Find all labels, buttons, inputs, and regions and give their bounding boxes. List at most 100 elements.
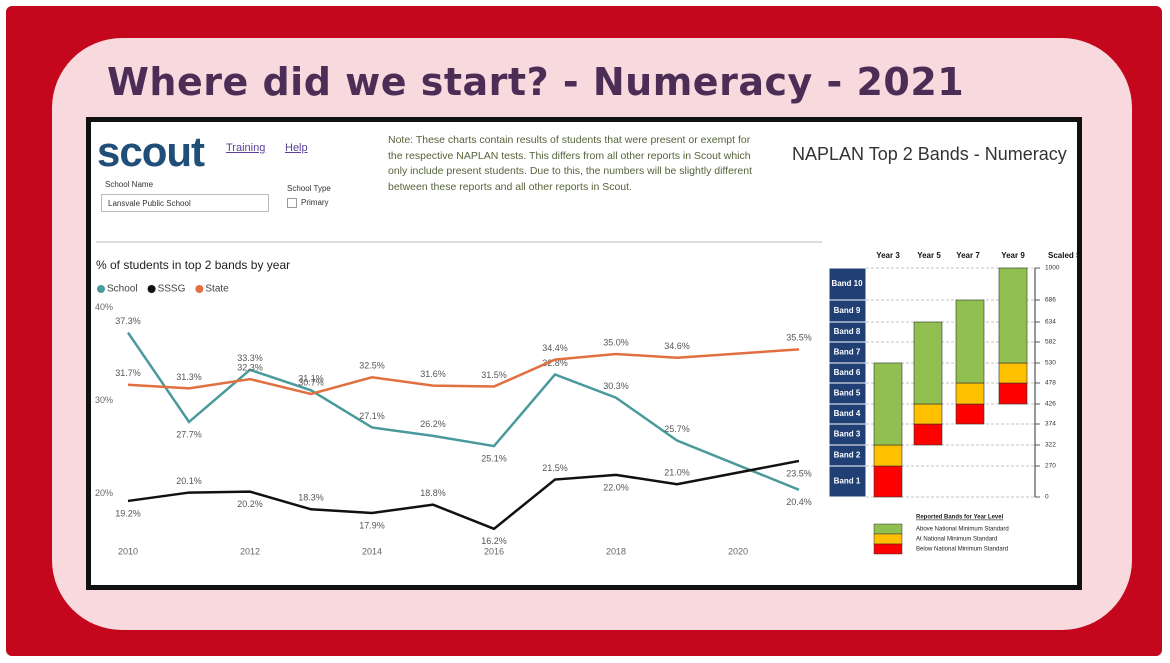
scale-label: 582	[1045, 339, 1056, 346]
data-label: 34.4%	[542, 343, 568, 353]
data-label: 25.7%	[664, 424, 690, 434]
band-above	[913, 321, 943, 405]
column-header: Year 3	[876, 251, 900, 260]
legend-label: State	[205, 284, 229, 295]
checkbox-label: Primary	[301, 198, 329, 207]
y-tick-label: 20%	[95, 488, 113, 498]
scale-label: 322	[1045, 442, 1056, 449]
data-label: 32.3%	[237, 362, 263, 372]
column-header: Year 5	[917, 251, 941, 260]
scale-label: 270	[1045, 463, 1056, 470]
band-below	[873, 465, 903, 498]
legend-marker	[147, 285, 156, 293]
series-line	[126, 331, 800, 491]
note: Note: These charts contain results of st…	[388, 134, 753, 193]
column-header: Scaled S	[1048, 251, 1082, 260]
data-label: 37.3%	[115, 316, 141, 326]
band-label: Band 8	[834, 327, 861, 336]
y-tick-label: 40%	[95, 302, 113, 312]
data-label: 20.1%	[176, 476, 202, 486]
data-label: 31.1%	[298, 374, 324, 384]
scale-label: 426	[1045, 401, 1056, 408]
band-above	[955, 299, 985, 384]
legend-label: At National Minimum Standard	[916, 537, 997, 543]
band-label: Band 6	[834, 368, 861, 377]
band-label: Band 1	[834, 477, 861, 486]
band-label: Band 2	[834, 451, 861, 460]
data-label: 32.8%	[542, 358, 568, 368]
data-label: 18.8%	[420, 488, 446, 498]
legend-label: Below National Minimum Standard	[916, 547, 1008, 553]
data-label: 20.2%	[237, 499, 263, 509]
data-label: 16.2%	[481, 536, 507, 546]
scale-label: 0	[1045, 494, 1049, 501]
legend-label: Above National Minimum Standard	[916, 527, 1009, 533]
legend-marker	[195, 285, 204, 293]
data-label: 34.6%	[664, 341, 690, 351]
band-at	[913, 403, 943, 425]
panel-title: NAPLAN Top 2 Bands - Numeracy	[792, 144, 1067, 164]
series-line	[127, 459, 800, 531]
slide-title: Where did we start? - Numeracy - 2021	[107, 60, 965, 104]
x-tick-label: 2014	[362, 546, 382, 556]
data-label: 20.4%	[786, 497, 812, 507]
data-label: 22.0%	[603, 482, 629, 492]
legend-label: School	[107, 284, 138, 295]
data-label: 31.7%	[115, 368, 141, 378]
data-label: 30.7%	[298, 377, 324, 387]
x-tick-label: 2020	[728, 546, 748, 556]
data-label: 31.5%	[481, 370, 507, 380]
data-label: 31.3%	[176, 372, 202, 382]
scale-label: 478	[1045, 380, 1056, 387]
column-header: Year 7	[956, 251, 980, 260]
data-label: 35.5%	[786, 333, 812, 343]
chart-title: % of students in top 2 bands by year	[96, 258, 290, 272]
legend-swatch	[873, 523, 903, 535]
training-link[interactable]: Training	[226, 142, 266, 154]
data-label: 32.5%	[359, 361, 385, 371]
y-tick-label: 30%	[95, 395, 113, 405]
scale-label: 530	[1045, 360, 1056, 367]
data-label: 21.0%	[664, 468, 690, 478]
band-cell	[828, 267, 867, 301]
column-header: Year 9	[1001, 251, 1025, 260]
band-label: Band 3	[834, 430, 861, 439]
legend-title: Reported Bands for Year Level	[916, 515, 1004, 521]
band-at	[998, 362, 1028, 384]
checkbox[interactable]	[287, 198, 297, 208]
data-label: 30.3%	[603, 381, 629, 391]
band-label: Band 10	[831, 279, 863, 288]
data-label: 23.5%	[786, 468, 812, 478]
band-below	[998, 382, 1028, 405]
legend-marker	[97, 285, 105, 293]
data-label: 19.2%	[115, 508, 141, 518]
legend-swatch	[873, 543, 903, 555]
filter-label: School Type	[287, 184, 331, 193]
band-at	[873, 444, 903, 467]
data-label: 21.5%	[542, 463, 568, 473]
data-label: 27.1%	[359, 411, 385, 421]
scale-label: 374	[1045, 421, 1056, 428]
x-tick-label: 2018	[606, 546, 626, 556]
band-label: Band 7	[834, 348, 861, 357]
school-dropdown[interactable]: Lansvale Public School	[101, 194, 269, 212]
logo: scout	[97, 128, 205, 175]
data-label: 31.6%	[420, 369, 446, 379]
scale-label: 686	[1045, 297, 1056, 304]
data-label: 27.7%	[176, 429, 202, 439]
series-line	[127, 348, 800, 396]
band-cell	[828, 465, 867, 498]
x-tick-label: 2012	[240, 546, 260, 556]
band-below	[913, 423, 943, 446]
band-below	[955, 403, 985, 425]
legend-label: SSSG	[158, 284, 186, 295]
data-label: 33.3%	[237, 353, 263, 363]
legend-swatch	[873, 533, 903, 545]
band-above	[998, 267, 1028, 364]
band-label: Band 9	[834, 306, 861, 315]
help-link[interactable]: Help	[285, 142, 308, 154]
x-tick-label: 2016	[484, 546, 504, 556]
band-label: Band 4	[834, 409, 861, 418]
